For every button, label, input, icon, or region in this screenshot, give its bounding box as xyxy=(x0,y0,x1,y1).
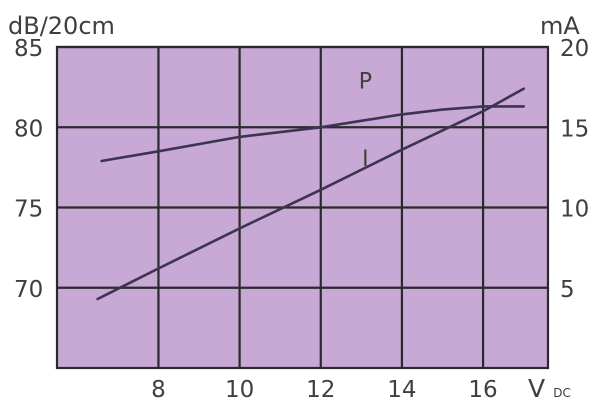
x-tick-label: 10 xyxy=(225,377,254,403)
series-line-P xyxy=(100,105,526,163)
y-left-tick-label: 80 xyxy=(14,116,43,142)
x-axis-title-subscript: DC xyxy=(553,386,571,400)
plot-frame xyxy=(55,45,550,370)
y-right-tick-label: 15 xyxy=(560,116,589,142)
y-left-tick-label: 85 xyxy=(14,36,43,62)
x-tick-label: 16 xyxy=(468,377,497,403)
series-line-I xyxy=(96,87,526,301)
y-right-tick-label: 10 xyxy=(560,197,589,223)
x-tick-label: 12 xyxy=(306,377,335,403)
x-tick-label: 14 xyxy=(387,377,416,403)
series-label-I: I xyxy=(362,147,369,172)
x-axis-title-main: V xyxy=(528,374,545,403)
y-right-axis-title: mA xyxy=(540,12,580,40)
y-left-axis-title: dB/20cm xyxy=(8,12,115,40)
y-left-tick-label: 70 xyxy=(14,277,43,303)
x-axis-title: V DC xyxy=(528,374,571,403)
x-tick-label: 8 xyxy=(151,377,166,403)
series-label-P: P xyxy=(359,70,372,95)
y-right-tick-label: 20 xyxy=(560,36,589,62)
y-left-tick-label: 75 xyxy=(14,197,43,223)
y-right-tick-label: 5 xyxy=(560,277,575,303)
